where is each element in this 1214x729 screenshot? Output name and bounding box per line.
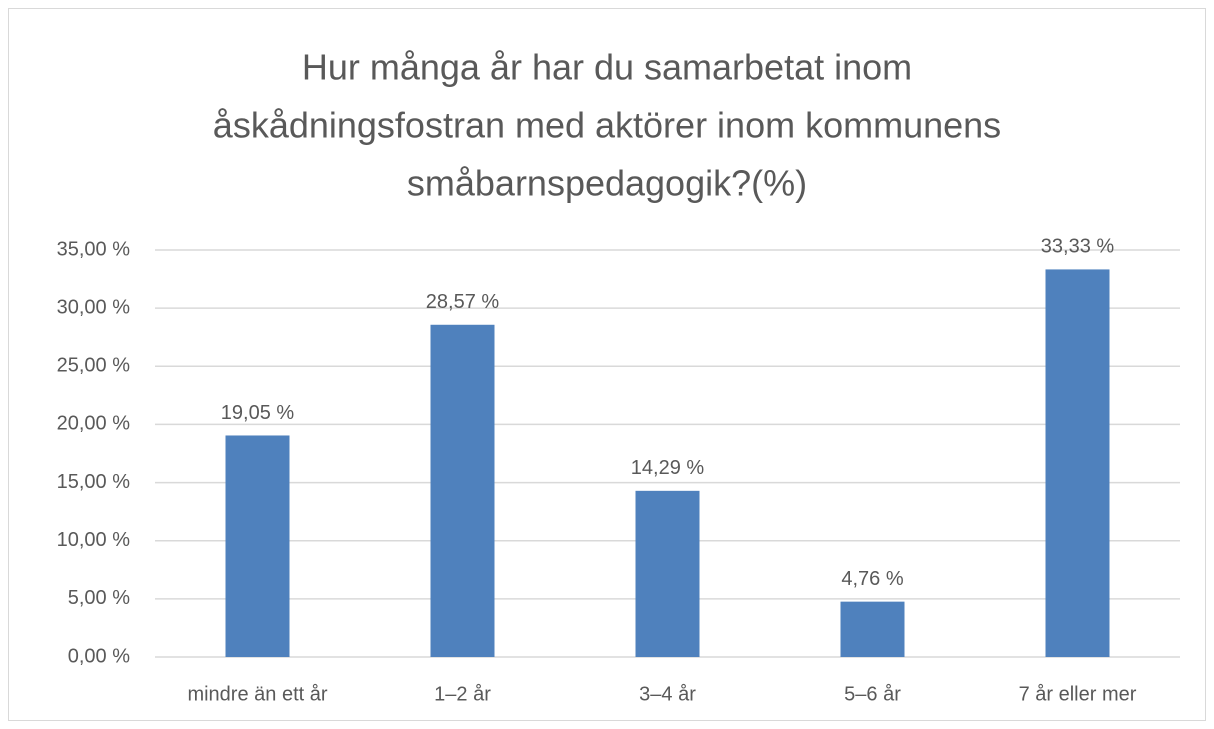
bar	[635, 490, 700, 657]
y-tick-label: 30,00 %	[57, 296, 131, 318]
x-tick-label: mindre än ett år	[187, 683, 327, 705]
chart-title: småbarnspedagogik?(%)	[407, 163, 807, 204]
bar	[430, 324, 495, 657]
chart-title: Hur många år har du samarbetat inom	[302, 47, 912, 88]
chart-title: åskådningsfostran med aktörer inom kommu…	[213, 105, 1001, 146]
y-tick-label: 35,00 %	[57, 238, 131, 260]
bar	[840, 601, 905, 657]
y-tick-label: 20,00 %	[57, 413, 131, 435]
y-tick-label: 25,00 %	[57, 355, 131, 377]
bar	[1045, 269, 1110, 657]
bar	[225, 435, 290, 657]
data-label: 4,76 %	[841, 568, 903, 590]
y-tick-label: 15,00 %	[57, 471, 131, 493]
x-tick-label: 1–2 år	[434, 683, 491, 705]
y-tick-label: 0,00 %	[68, 645, 130, 667]
x-tick-label: 7 år eller mer	[1019, 683, 1137, 705]
y-tick-label: 5,00 %	[68, 587, 130, 609]
x-tick-label: 5–6 år	[844, 683, 901, 705]
data-label: 33,33 %	[1041, 236, 1115, 258]
x-tick-label: 3–4 år	[639, 683, 696, 705]
y-tick-label: 10,00 %	[57, 529, 131, 551]
data-label: 14,29 %	[631, 457, 705, 479]
data-label: 19,05 %	[221, 402, 295, 424]
chart-frame	[8, 8, 1206, 721]
data-label: 28,57 %	[426, 291, 500, 313]
